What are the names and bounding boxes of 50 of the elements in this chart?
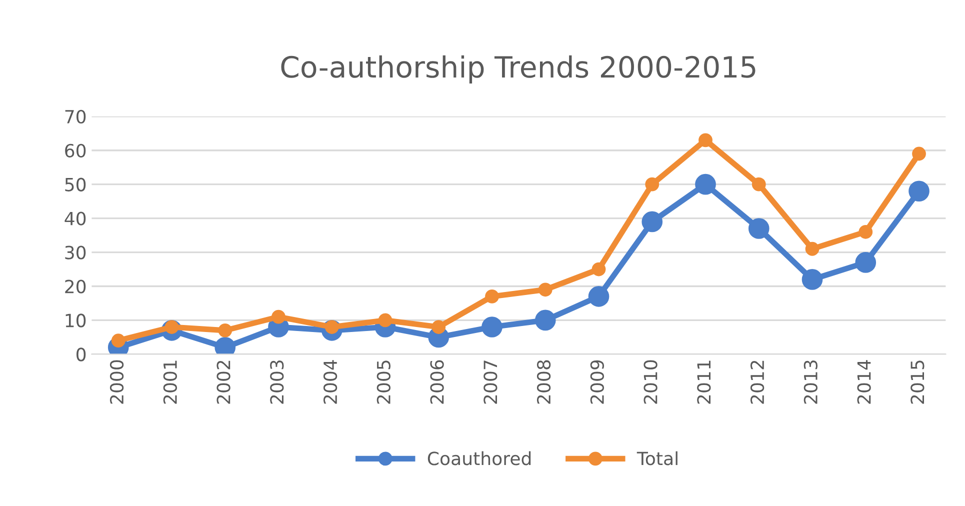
y-tick-label: 30 — [65, 246, 86, 260]
point — [432, 320, 446, 334]
point — [752, 177, 766, 192]
point — [802, 269, 823, 290]
y-tick-label: 70 — [65, 110, 86, 124]
x-tick-label: 2009 — [590, 360, 604, 404]
point — [482, 316, 502, 338]
x-tick-label: 2002 — [216, 360, 230, 404]
y-tick-label: 0 — [76, 348, 86, 362]
x-tick-label: 2004 — [323, 360, 338, 404]
x-tick-label: 2011 — [697, 360, 711, 404]
point — [805, 242, 820, 256]
point — [534, 310, 556, 331]
x-tick-label: 2005 — [376, 360, 390, 404]
point — [912, 146, 926, 161]
point — [645, 177, 660, 192]
y-tick-label: 20 — [65, 280, 86, 294]
chart-title: Co-authorship Trends 2000-2015 — [281, 55, 756, 84]
point — [592, 262, 606, 276]
y-tick-label: 10 — [66, 314, 86, 328]
point — [698, 133, 712, 148]
x-tick-label: 2013 — [804, 360, 818, 404]
point — [378, 313, 392, 328]
y-tick-label: 60 — [65, 144, 86, 158]
y-tick-label: 40 — [64, 212, 86, 226]
x-tick-label: 2010 — [644, 360, 658, 404]
point — [588, 286, 610, 307]
legend-label: Total — [636, 451, 678, 466]
point — [748, 218, 770, 239]
point — [111, 334, 126, 348]
point — [695, 174, 716, 195]
x-tick-label: 2014 — [857, 360, 871, 404]
x-tick-label: 2003 — [270, 360, 284, 404]
point — [855, 252, 876, 273]
x-tick-label: 2007 — [484, 360, 498, 404]
point — [908, 180, 930, 202]
x-tick-label: 2000 — [110, 360, 124, 404]
x-tick-label: 2015 — [910, 360, 924, 404]
x-tick-label: 2008 — [536, 360, 551, 404]
point — [218, 323, 232, 338]
point — [858, 224, 873, 239]
x-tick-label: 2006 — [430, 360, 444, 404]
point — [272, 310, 286, 324]
legend-label: Coauthored — [428, 451, 531, 466]
y-tick-label: 50 — [65, 178, 86, 192]
x-tick-label: 2012 — [750, 360, 764, 404]
point — [642, 211, 663, 232]
x-tick-label: 2001 — [163, 360, 177, 404]
point — [485, 290, 499, 304]
point — [538, 282, 552, 297]
